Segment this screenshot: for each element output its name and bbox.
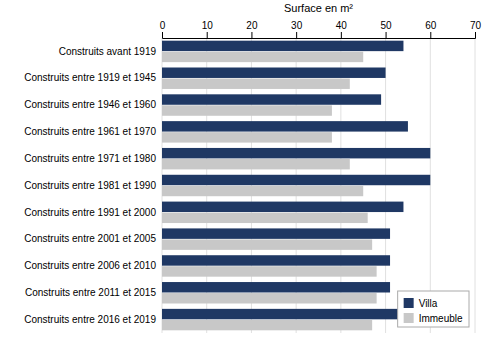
legend-label: Immeuble [419,313,463,324]
bar [162,52,363,62]
x-tick: 0 [160,20,166,38]
x-tick-label: 30 [291,20,303,31]
x-tick-label: 50 [381,20,393,31]
bar [162,213,368,223]
x-tick-label: 10 [202,20,214,31]
bar [162,228,390,238]
bar [162,79,350,89]
y-tick-label: Construits entre 1991 et 2000 [24,207,156,218]
x-axis-title: Surface en m² [284,2,353,14]
bar [162,309,399,319]
bar [162,239,372,249]
legend-item: Immeuble [404,313,463,324]
x-tick-label: 70 [470,20,482,31]
y-tick: Construits entre 1971 et 1980 [24,153,162,164]
x-tick: 50 [381,20,393,38]
y-tick-label: Construits entre 2006 et 2010 [24,260,156,271]
x-tick-mark [386,32,387,38]
y-tick-label: Construits entre 1919 et 1945 [24,72,156,83]
bar [162,159,350,169]
y-tick-label: Construits entre 1961 et 1970 [24,126,156,137]
legend-box [398,291,469,327]
bar [162,105,332,115]
y-tick-label: Construits entre 2011 et 2015 [25,287,156,298]
y-tick-label: Construits entre 2001 et 2005 [24,233,156,244]
y-tick-label: Construits entre 1971 et 1980 [24,153,156,164]
grid-line [475,38,476,333]
x-axis-line [163,32,476,39]
legend-swatch [404,313,414,323]
bar [162,266,377,276]
x-tick-label: 0 [160,20,166,31]
bars [162,41,430,331]
y-tick: Construits entre 1981 et 1990 [24,180,162,191]
x-tick: 70 [470,20,482,38]
x-tick-mark [296,32,297,38]
bar [162,121,408,131]
x-axis: 0 10 20 30 40 50 60 70 [160,20,482,39]
y-tick: Construits entre 1961 et 1970 [24,126,162,137]
bar [162,255,390,265]
series [162,41,430,320]
bar [162,94,381,104]
grid [162,38,475,333]
x-tick-mark [207,32,208,38]
y-tick: Construits entre 2001 et 2005 [24,233,162,244]
y-axis: Construits avant 1919 Construits entre 19… [24,46,162,325]
x-tick: 40 [336,20,348,38]
x-tick: 30 [291,20,303,38]
y-tick: Construits entre 2006 et 2010 [24,260,162,271]
plot: 010203040506070Construits avant 1919Cons… [24,20,481,333]
y-tick: Construits entre 1946 et 1960 [24,99,162,110]
y-tick-label: Construits entre 1946 et 1960 [24,99,156,110]
bar [162,68,386,78]
x-tick-mark [430,32,431,38]
chart: 010203040506070Construits avant 1919Cons… [0,0,491,341]
legend-swatch [404,298,414,308]
x-tick-label: 40 [336,20,348,31]
y-tick: Construits entre 2011 et 2015 [25,287,162,298]
y-tick-label: Construits entre 2016 et 2019 [24,314,156,325]
bar [162,202,403,212]
legend: Villa Immeuble [398,291,469,327]
x-tick-mark [475,32,476,38]
x-tick-mark [251,32,252,38]
y-tick: Construits entre 1919 et 1945 [24,72,162,83]
y-tick: Construits entre 2016 et 2019 [24,314,162,325]
bar [162,186,363,196]
bar [162,41,403,51]
y-tick: Construits avant 1919 [59,46,162,57]
bar [162,132,332,142]
bar [162,320,372,330]
x-tick: 60 [425,20,437,38]
legend-item: Villa [404,298,438,309]
bar [162,293,377,303]
grid-line [430,38,431,333]
x-tick-mark [341,32,342,38]
x-tick-label: 60 [425,20,437,31]
bar [162,175,430,185]
x-tick-mark [162,32,163,38]
y-tick: Construits entre 1991 et 2000 [24,207,162,218]
y-tick-label: Construits avant 1919 [59,46,157,57]
x-tick: 20 [246,20,258,38]
bar [162,148,430,158]
bar [162,282,390,292]
y-tick-label: Construits entre 1981 et 1990 [24,180,156,191]
x-tick: 10 [202,20,214,38]
legend-label: Villa [419,298,438,309]
x-tick-label: 20 [246,20,258,31]
series [162,52,377,331]
